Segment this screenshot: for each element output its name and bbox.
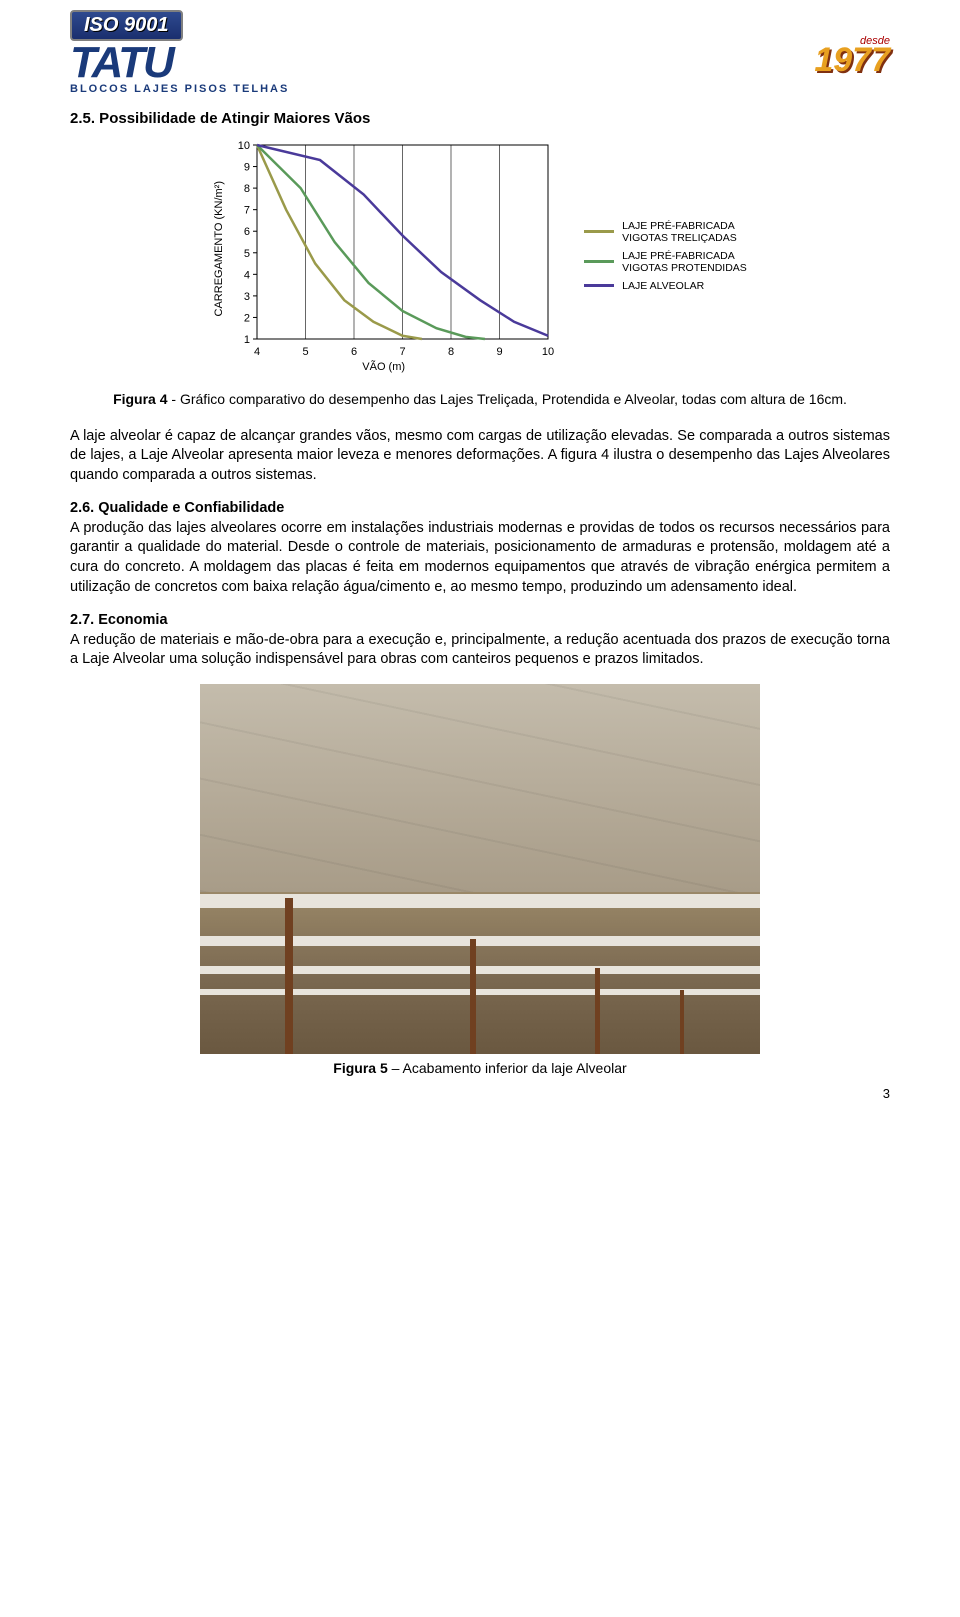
svg-text:6: 6	[244, 226, 250, 238]
svg-text:2: 2	[244, 312, 250, 324]
legend-swatch	[584, 260, 614, 263]
legend-item: LAJE PRÉ-FABRICADAVIGOTAS TRELIÇADAS	[584, 220, 747, 244]
section-2-5-title: 2.5. Possibilidade de Atingir Maiores Vã…	[70, 110, 890, 127]
legend-swatch	[584, 230, 614, 233]
chart-container: CARREGAMENTO (KN/m²) 4 5 6 7 8 9 10 1 2 3 4 5 6 7 8 9 10…	[70, 139, 890, 373]
svg-text:8: 8	[448, 346, 454, 358]
figure-4-caption-rest: - Gráfico comparativo do desempenho das …	[168, 391, 847, 407]
figure-5-caption-rest: – Acabamento inferior da laje Alveolar	[388, 1060, 627, 1076]
figure-5-caption: Figura 5 – Acabamento inferior da laje A…	[70, 1060, 890, 1076]
section-2-6: 2.6. Qualidade e Confiabilidade A produç…	[70, 499, 890, 597]
section-2-6-title: 2.6. Qualidade e Confiabilidade	[70, 500, 284, 516]
svg-text:3: 3	[244, 290, 250, 302]
page-number: 3	[70, 1086, 890, 1101]
figure-4-caption-bold: Figura 4	[113, 391, 167, 407]
svg-text:9: 9	[244, 161, 250, 173]
svg-text:10: 10	[238, 140, 250, 152]
legend-label: LAJE PRÉ-FABRICADAVIGOTAS TRELIÇADAS	[622, 220, 737, 244]
section-2-6-body: A produção das lajes alveolares ocorre e…	[70, 520, 890, 595]
svg-text:10: 10	[542, 346, 554, 358]
legend-label: LAJE PRÉ-FABRICADAVIGOTAS PROTENDIDAS	[622, 250, 747, 274]
figure-5-caption-bold: Figura 5	[333, 1060, 387, 1076]
svg-text:7: 7	[244, 204, 250, 216]
legend-item: LAJE ALVEOLAR	[584, 280, 747, 292]
iso-badge: ISO 9001	[70, 10, 183, 41]
svg-text:4: 4	[244, 269, 250, 281]
svg-text:5: 5	[244, 247, 250, 259]
brand-logo: ISO 9001 TATU BLOCOS LAJES PISOS TELHAS	[70, 10, 289, 95]
svg-text:8: 8	[244, 183, 250, 195]
page-header: ISO 9001 TATU BLOCOS LAJES PISOS TELHAS …	[70, 10, 890, 95]
chart-legend: LAJE PRÉ-FABRICADAVIGOTAS TRELIÇADAS LAJE…	[584, 214, 747, 298]
svg-text:7: 7	[400, 346, 406, 358]
brand-name: TATU	[70, 43, 173, 83]
chart-x-label: VÃO (m)	[362, 361, 405, 373]
svg-text:5: 5	[303, 346, 309, 358]
section-2-7-body: A redução de materiais e mão-de-obra par…	[70, 632, 890, 668]
since-badge: desde 1977	[814, 35, 890, 74]
chart-y-label: CARREGAMENTO (KN/m²)	[213, 181, 225, 316]
section-2-7: 2.7. Economia A redução de materiais e m…	[70, 611, 890, 670]
svg-text:4: 4	[254, 346, 260, 358]
legend-swatch	[584, 284, 614, 287]
brand-subtitle: BLOCOS LAJES PISOS TELHAS	[70, 83, 289, 95]
svg-text:9: 9	[497, 346, 503, 358]
figure-5-photo	[200, 684, 760, 1054]
section-2-7-title: 2.7. Economia	[70, 612, 168, 628]
paragraph-1: A laje alveolar é capaz de alcançar gran…	[70, 427, 890, 486]
since-year: 1977	[814, 47, 890, 74]
legend-item: LAJE PRÉ-FABRICADAVIGOTAS PROTENDIDAS	[584, 250, 747, 274]
legend-label: LAJE ALVEOLAR	[622, 280, 704, 292]
figure-4-caption: Figura 4 - Gráfico comparativo do desemp…	[70, 391, 890, 407]
svg-text:6: 6	[351, 346, 357, 358]
chart-svg: 4 5 6 7 8 9 10 1 2 3 4 5 6 7 8 9 10	[229, 139, 554, 359]
svg-text:1: 1	[244, 334, 250, 346]
